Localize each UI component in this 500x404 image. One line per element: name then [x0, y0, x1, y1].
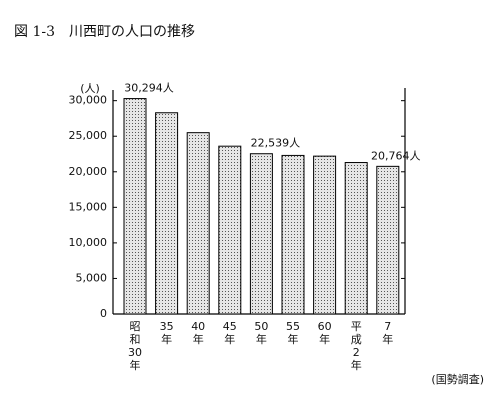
x-tick-label: 平成 2 年 — [351, 320, 362, 372]
x-tick-label: 50 年 — [254, 320, 268, 346]
bar — [281, 154, 305, 315]
bar — [249, 153, 273, 315]
value-label: 22,539人 — [251, 137, 301, 150]
chart-title: 図 1-3 川西町の人口の推移 — [14, 24, 195, 40]
bar — [155, 112, 179, 315]
value-label: 20,764人 — [371, 149, 421, 162]
x-tick-label: 60 年 — [318, 320, 332, 346]
x-tick-label: 55 年 — [286, 320, 300, 346]
y-tick-label: 10,000 — [69, 236, 108, 249]
y-tick-label: 25,000 — [69, 129, 108, 142]
bar — [123, 98, 147, 315]
x-tick-label: 40 年 — [191, 320, 205, 346]
x-tick-label: 35 年 — [160, 320, 174, 346]
bar — [186, 132, 210, 315]
bar — [376, 165, 400, 315]
bar — [313, 155, 337, 315]
source: (国勢調査) — [431, 372, 484, 386]
y-tick-label: 30,000 — [69, 94, 108, 107]
x-tick-label: 45 年 — [223, 320, 237, 346]
y-axis-label: (人) — [80, 82, 100, 95]
bar — [344, 162, 368, 315]
x-tick-label: 昭和 30 年 — [128, 320, 142, 372]
y-tick-label: 5,000 — [76, 271, 108, 284]
value-label: 30,294人 — [124, 82, 174, 95]
y-tick-label: 0 — [100, 307, 107, 320]
bar — [218, 145, 242, 315]
y-tick-label: 20,000 — [69, 165, 108, 178]
y-tick-label: 15,000 — [69, 200, 108, 213]
